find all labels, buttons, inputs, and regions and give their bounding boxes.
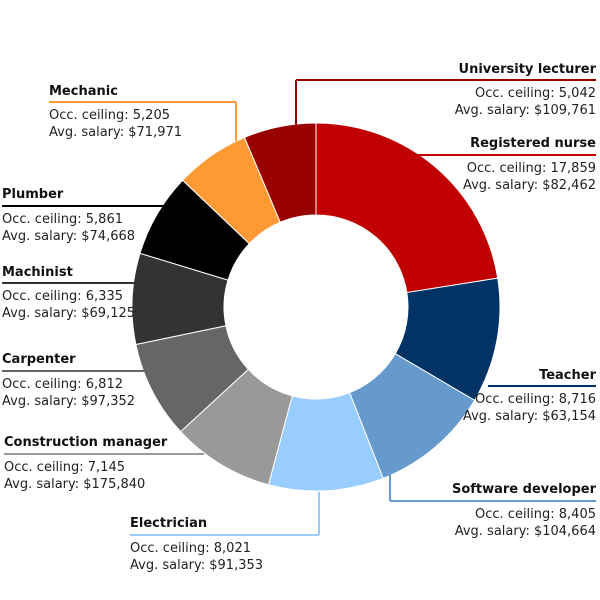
- label-name-teacher: Teacher: [539, 368, 597, 383]
- label-salary-machinist: Avg. salary: $69,125: [2, 306, 135, 321]
- label-salary-software-developer: Avg. salary: $104,664: [455, 524, 596, 539]
- donut-slices: [131, 122, 501, 492]
- label-name-construction-manager: Construction manager: [4, 435, 168, 450]
- label-ceiling-carpenter: Occ. ceiling: 6,812: [2, 377, 123, 392]
- slice-labels: Registered nurse Occ. ceiling: 17,859 Avg.…: [2, 62, 597, 573]
- label-name-mechanic: Mechanic: [49, 84, 118, 99]
- label-salary-teacher: Avg. salary: $63,154: [463, 409, 596, 424]
- label-ceiling-university-lecturer: Occ. ceiling: 5,042: [475, 86, 596, 101]
- label-name-registered-nurse: Registered nurse: [470, 136, 596, 151]
- label-ceiling-plumber: Occ. ceiling: 5,861: [2, 212, 123, 227]
- label-ceiling-construction-manager: Occ. ceiling: 7,145: [4, 460, 125, 475]
- label-name-university-lecturer: University lecturer: [459, 62, 597, 77]
- label-salary-mechanic: Avg. salary: $71,971: [49, 125, 182, 140]
- label-salary-electrician: Avg. salary: $91,353: [130, 558, 263, 573]
- label-ceiling-machinist: Occ. ceiling: 6,335: [2, 289, 123, 304]
- label-ceiling-software-developer: Occ. ceiling: 8,405: [475, 507, 596, 522]
- label-ceiling-mechanic: Occ. ceiling: 5,205: [49, 108, 170, 123]
- label-name-software-developer: Software developer: [452, 482, 597, 497]
- label-ceiling-registered-nurse: Occ. ceiling: 17,859: [467, 161, 596, 176]
- label-ceiling-electrician: Occ. ceiling: 8,021: [130, 541, 251, 556]
- label-salary-registered-nurse: Avg. salary: $82,462: [463, 178, 596, 193]
- label-name-electrician: Electrician: [130, 516, 207, 531]
- label-salary-plumber: Avg. salary: $74,668: [2, 229, 135, 244]
- label-salary-university-lecturer: Avg. salary: $109,761: [455, 103, 596, 118]
- slice-registered-nurse: [315, 122, 499, 294]
- label-name-plumber: Plumber: [2, 187, 64, 202]
- label-salary-construction-manager: Avg. salary: $175,840: [4, 477, 145, 492]
- slice-university-lecturer: [243, 122, 317, 223]
- label-ceiling-teacher: Occ. ceiling: 8,716: [475, 392, 596, 407]
- label-name-machinist: Machinist: [2, 265, 73, 280]
- label-salary-carpenter: Avg. salary: $97,352: [2, 394, 135, 409]
- label-name-carpenter: Carpenter: [2, 352, 76, 367]
